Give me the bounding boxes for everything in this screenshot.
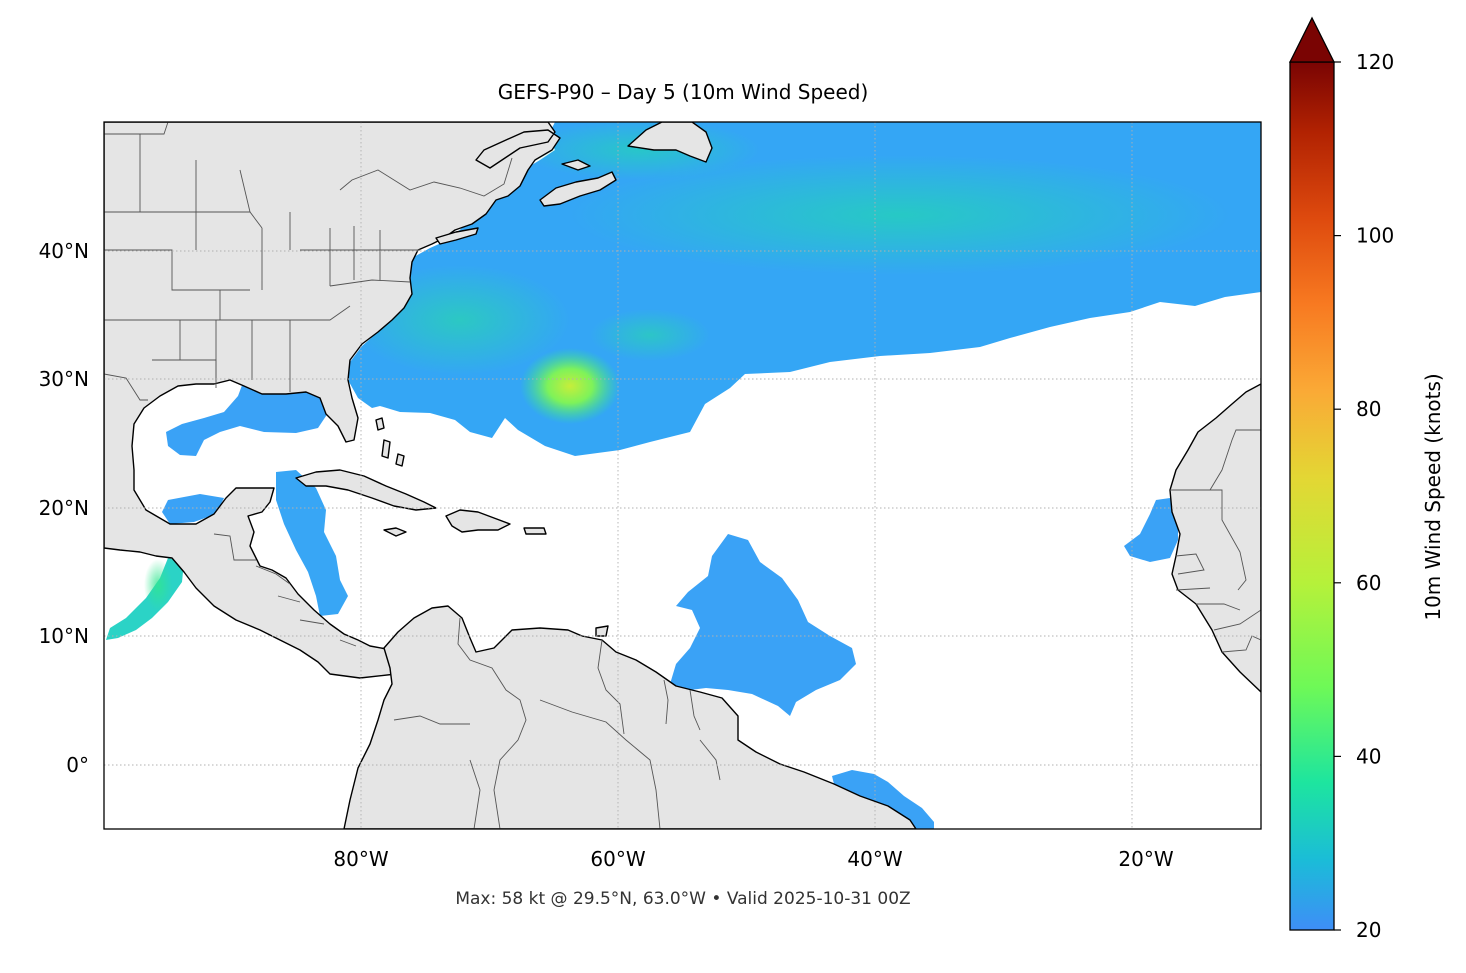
- map-title: GEFS-P90 – Day 5 (10m Wind Speed): [498, 80, 869, 104]
- y-tick-0: 0°: [66, 753, 89, 777]
- wind-field-brazil-coast: [832, 770, 934, 829]
- map-frame: [103, 121, 1262, 830]
- graticule: [104, 122, 1261, 829]
- colorbar-tick-label: 20: [1356, 918, 1381, 942]
- colorbar-label: 10m Wind Speed (knots): [1421, 373, 1445, 620]
- border-brazil-peru: [469, 759, 481, 829]
- wind-field-western-caribbean: [276, 470, 348, 616]
- y-tick-30n: 30°N: [39, 367, 89, 391]
- border-venezuela-guyana: [597, 639, 625, 735]
- colorbar-ticks: 20 40 60 80 100 120: [1334, 50, 1394, 942]
- y-tick-labels: 40°N 30°N 20°N 10°N 0°: [39, 239, 89, 777]
- colorbar: 20 40 60 80 100 120 10m Wind Speed (knots): [1288, 16, 1445, 942]
- wind-bermuda-band: [590, 309, 710, 361]
- wind-max-core: [520, 348, 620, 424]
- colorbar-tick-label: 100: [1356, 224, 1394, 248]
- x-tick-labels: 80°W 60°W 40°W 20°W: [333, 847, 1173, 871]
- colorbar-tick-label: 60: [1356, 571, 1381, 595]
- border-us-states-2: [139, 134, 381, 388]
- border-central-america: [255, 565, 357, 647]
- y-tick-20n: 20°N: [39, 496, 89, 520]
- long-island-land: [435, 227, 479, 245]
- border-senegal: [1175, 553, 1261, 631]
- newfoundland-land: [627, 122, 713, 163]
- wind-northwest-band: [520, 122, 760, 180]
- pei-land: [561, 159, 591, 171]
- bahamas-island-1: [375, 417, 385, 431]
- border-colombia-venezuela: [457, 617, 527, 829]
- wind-field-gulf-of-mexico: [166, 378, 332, 456]
- border-us-canada: [104, 122, 169, 135]
- border-suriname-guiana: [689, 689, 701, 731]
- bahamas-island-2: [381, 439, 391, 459]
- colorbar-extend-arrow: [1288, 16, 1336, 63]
- x-tick-60w: 60°W: [590, 847, 645, 871]
- y-tick-10n: 10°N: [39, 624, 89, 648]
- nova-scotia-land: [539, 171, 617, 207]
- puerto-rico-land: [523, 527, 547, 535]
- political-borders: [104, 122, 1261, 829]
- colorbar-tick-label: 120: [1356, 50, 1394, 74]
- wind-field-tropical-atlantic: [670, 534, 856, 716]
- border-western-sahara: [1170, 429, 1261, 491]
- border-guyana-suriname: [663, 679, 669, 725]
- jamaica-land: [383, 527, 407, 537]
- colorbar-tick-label: 80: [1356, 397, 1381, 421]
- border-mauritania-mali: [1210, 489, 1247, 591]
- land: [104, 122, 1261, 829]
- south-america-land: [343, 605, 917, 829]
- colorbar-body: [1289, 61, 1335, 931]
- border-us-mexico: [104, 373, 148, 401]
- x-tick-20w: 20°W: [1118, 847, 1173, 871]
- y-tick-40n: 40°N: [39, 239, 89, 263]
- hispaniola-land: [445, 509, 511, 533]
- wind-tehuantepec-core: [144, 559, 172, 611]
- trinidad-land: [595, 625, 609, 637]
- max-annotation: Max: 58 kt @ 29.5°N, 63.0°W • Valid 2025…: [455, 889, 910, 909]
- bahamas-island-3: [395, 453, 405, 467]
- border-colombia-ecuador: [393, 715, 470, 725]
- map-panel: [104, 122, 1261, 829]
- colorbar-tick-label: 40: [1356, 744, 1381, 768]
- x-tick-40w: 40°W: [847, 847, 902, 871]
- wind-north-band: [570, 155, 1230, 275]
- border-mexico-central: [213, 533, 256, 561]
- x-tick-80w: 80°W: [333, 847, 388, 871]
- wind-field-cape-verde: [1124, 498, 1178, 562]
- border-brazil-venezuela: [539, 699, 661, 829]
- border-guinea: [1221, 635, 1261, 653]
- border-us-canada-east: [339, 157, 513, 197]
- border-amapa: [699, 739, 721, 781]
